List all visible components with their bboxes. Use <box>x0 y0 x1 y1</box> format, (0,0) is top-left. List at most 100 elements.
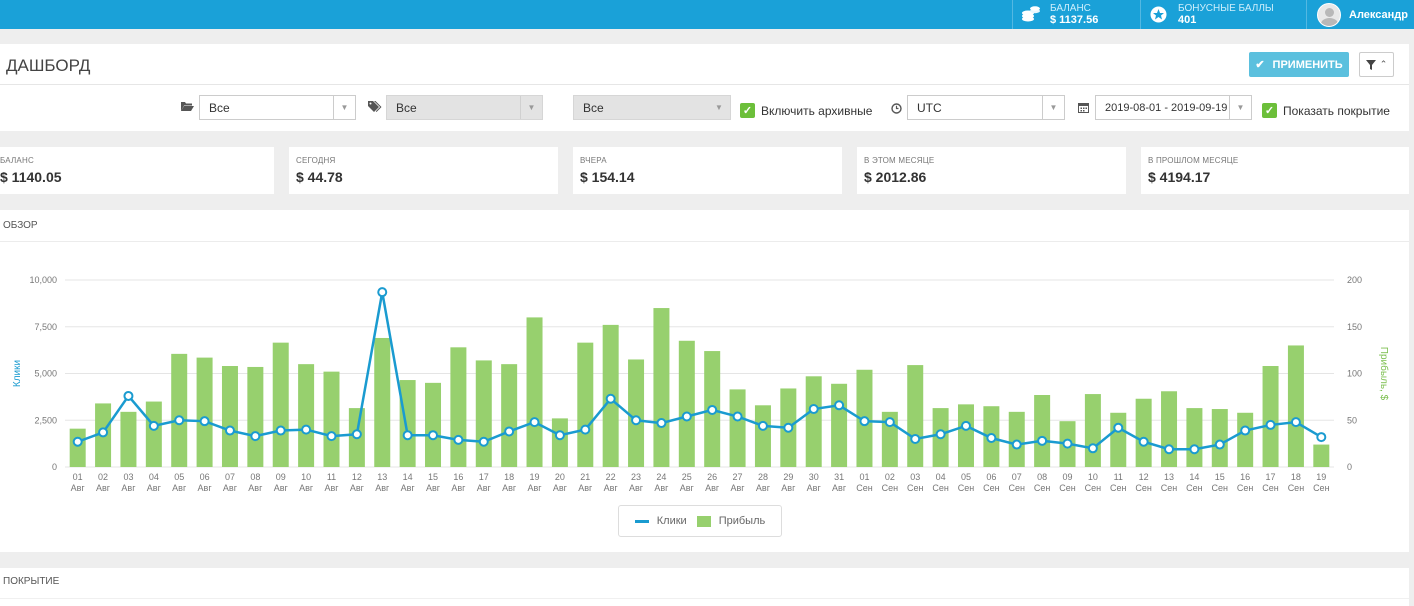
x-tick-month-label: Сен <box>1313 483 1330 493</box>
profit-bar <box>628 359 645 467</box>
clicks-point <box>960 420 971 431</box>
stat-label: В ПРОШЛОМ МЕСЯЦЕ <box>1148 156 1239 165</box>
x-tick-day-label: 22 <box>606 472 616 482</box>
profit-bar <box>247 366 264 467</box>
user-menu[interactable]: Александр ⌄ <box>1317 0 1414 29</box>
x-tick-day-label: 02 <box>885 472 895 482</box>
stat-value: $ 154.14 <box>580 169 635 185</box>
clicks-point <box>275 425 286 436</box>
divider <box>0 598 1409 599</box>
x-tick-day-label: 06 <box>986 472 996 482</box>
x-tick-month-label: Сен <box>1135 483 1152 493</box>
profit-bar <box>729 389 746 467</box>
stat-value: $ 1140.05 <box>0 169 62 185</box>
clicks-point <box>174 415 185 426</box>
balance-value: $ 1137.56 <box>1050 13 1099 26</box>
x-tick-month-label: Авг <box>578 483 593 493</box>
x-tick-day-label: 12 <box>1139 472 1149 482</box>
x-tick-month-label: Авг <box>71 483 86 493</box>
apply-button[interactable]: ✔ ПРИМЕНИТЬ <box>1249 52 1349 77</box>
clicks-point <box>72 436 83 447</box>
clicks-point <box>1164 444 1175 455</box>
y-left-tick-label: 5,000 <box>34 369 57 379</box>
coins-icon <box>1022 5 1040 21</box>
x-tick-month-label: Сен <box>1237 483 1254 493</box>
x-tick-month-label: Авг <box>426 483 441 493</box>
x-tick-month-label: Авг <box>527 483 542 493</box>
clicks-point <box>783 422 794 433</box>
chevron-up-icon: ⌃ <box>1379 59 1388 69</box>
line-swatch-icon <box>634 519 649 523</box>
clicks-point <box>1240 425 1251 436</box>
profit-bar <box>805 376 822 467</box>
stat-label: СЕГОДНЯ <box>296 156 336 165</box>
profit-bar <box>1084 394 1101 467</box>
x-tick-day-label: 03 <box>910 472 920 482</box>
tag-select[interactable]: Все ▼ <box>386 95 543 120</box>
x-tick-month-label: Авг <box>96 483 111 493</box>
x-tick-day-label: 18 <box>504 472 514 482</box>
profit-bar <box>425 382 442 467</box>
clicks-point <box>199 416 210 427</box>
include-archived-checkbox[interactable]: ✓ <box>740 103 755 118</box>
stat-card-balance: БАЛАНС $ 1140.05 <box>0 147 274 194</box>
coverage-title: ПОКРЫТИЕ <box>3 576 60 587</box>
clicks-point <box>732 411 743 422</box>
stat-value: $ 4194.17 <box>1148 169 1211 185</box>
x-tick-day-label: 18 <box>1291 472 1301 482</box>
filter-toggle-button[interactable]: ⌃ <box>1359 52 1394 77</box>
bar-swatch-icon <box>696 515 711 527</box>
overview-panel: ОБЗОР 0 2,500 5,000 7,500 10,000 0 50 100 150 200… <box>0 210 1409 552</box>
x-tick-day-label: 16 <box>453 472 463 482</box>
x-tick-day-label: 17 <box>1266 472 1276 482</box>
legend-item-clicks[interactable]: Клики <box>634 515 687 527</box>
x-tick-day-label: 11 <box>327 472 336 482</box>
x-tick-day-label: 23 <box>631 472 641 482</box>
x-tick-day-label: 01 <box>73 472 83 482</box>
x-tick-day-label: 08 <box>250 472 260 482</box>
x-tick-month-label: Сен <box>983 483 1000 493</box>
profit-bar <box>831 383 848 467</box>
date-range-picker[interactable]: 2019-08-01 - 2019-09-19 ▼ <box>1095 95 1252 120</box>
balance-widget[interactable]: БАЛАНС $ 1137.56 <box>1021 0 1098 29</box>
profit-bar <box>653 308 670 467</box>
clicks-point <box>1138 436 1149 447</box>
apply-button-label: ПРИМЕНИТЬ <box>1272 58 1343 71</box>
show-coverage-label: Показать покрытие <box>1283 104 1390 118</box>
bonus-label: БОНУСНЫЕ БАЛЛЫ <box>1178 2 1274 14</box>
x-tick-day-label: 30 <box>809 472 819 482</box>
show-coverage-checkbox[interactable]: ✓ <box>1262 103 1277 118</box>
profit-bar <box>1034 395 1051 467</box>
x-tick-day-label: 09 <box>276 472 286 482</box>
third-select[interactable]: Все ▼ <box>573 95 731 120</box>
clicks-point <box>834 400 845 411</box>
profit-bar <box>272 342 289 467</box>
folder-select[interactable]: Все ▼ <box>199 95 356 120</box>
x-tick-day-label: 06 <box>200 472 210 482</box>
profit-bar <box>323 371 340 467</box>
chevron-down-icon: ▼ <box>1229 96 1251 119</box>
profit-bar <box>501 364 518 467</box>
x-tick-day-label: 09 <box>1063 472 1073 482</box>
profit-bar <box>171 353 188 467</box>
clicks-point <box>224 425 235 436</box>
x-tick-day-label: 08 <box>1037 472 1047 482</box>
profit-bar <box>399 380 416 467</box>
timezone-select[interactable]: UTC ▼ <box>907 95 1065 120</box>
x-tick-month-label: Сен <box>1212 483 1229 493</box>
profit-bar <box>1161 391 1178 467</box>
tags-icon <box>368 101 382 112</box>
x-tick-month-label: Авг <box>451 483 466 493</box>
x-tick-month-label: Авг <box>731 483 746 493</box>
x-tick-day-label: 17 <box>479 472 489 482</box>
clicks-point <box>757 420 768 431</box>
coverage-panel: ПОКРЫТИЕ <box>0 568 1409 606</box>
x-tick-day-label: 10 <box>301 472 311 482</box>
x-tick-month-label: Сен <box>1009 483 1026 493</box>
legend-item-profit[interactable]: Прибыль <box>696 515 765 527</box>
x-tick-day-label: 13 <box>377 472 387 482</box>
bonus-widget[interactable]: БОНУСНЫЕ БАЛЛЫ 401 <box>1150 0 1274 29</box>
clicks-point <box>1214 439 1225 450</box>
stat-label: ВЧЕРА <box>580 156 607 165</box>
x-tick-day-label: 04 <box>936 472 946 482</box>
